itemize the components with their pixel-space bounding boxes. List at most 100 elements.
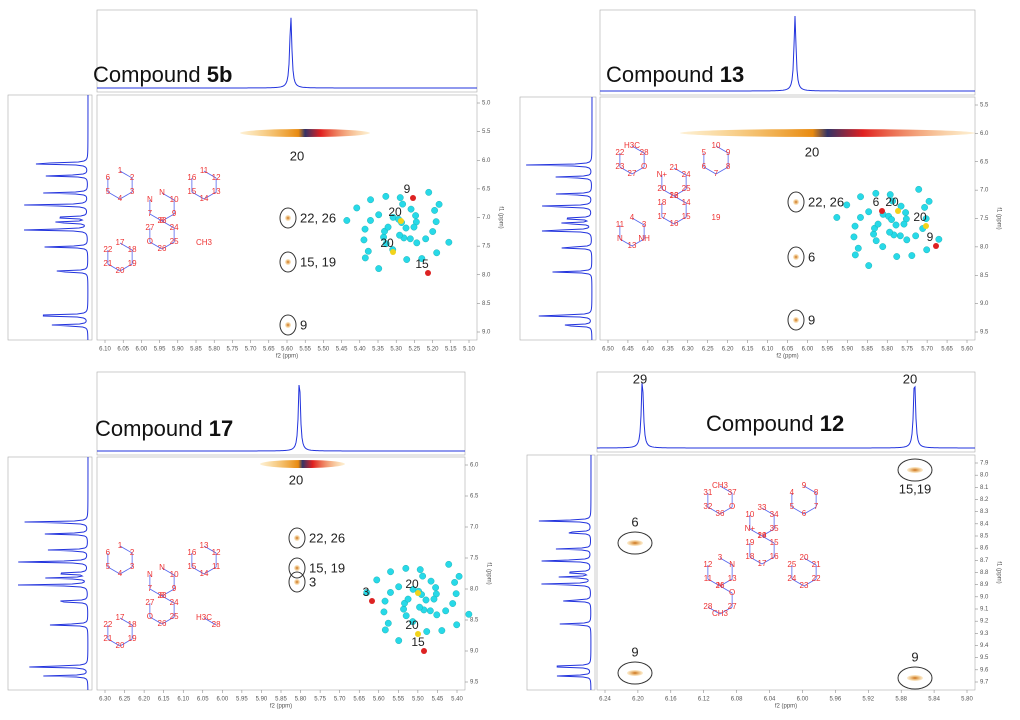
bond (707, 506, 721, 515)
y-tick-label: 6.0 (470, 463, 479, 469)
x-axis-label: f2 (ppm) (276, 354, 298, 360)
x-tick-label: 5.45 (336, 347, 348, 353)
atom-label: 20 (657, 184, 666, 193)
x-tick-label: 5.70 (921, 347, 933, 353)
highlight-atom (398, 218, 404, 224)
y-tick-label: 8.5 (980, 534, 989, 540)
x-tick-label: 6.45 (622, 347, 634, 353)
atom-ball (384, 619, 392, 627)
y-tick-label: 9.0 (980, 301, 989, 307)
atom-label: 14 (200, 194, 209, 203)
peak-circle (617, 661, 653, 685)
atom-label: 26 (158, 619, 167, 628)
atom-ball (422, 235, 430, 243)
highlight-atom (390, 249, 396, 255)
peak-circle (897, 458, 933, 482)
atom-ball (402, 224, 410, 232)
bond (761, 556, 775, 565)
bond (119, 170, 133, 179)
peak-circle (288, 527, 306, 549)
atom-label: 3 (642, 220, 647, 229)
atom-ball (363, 589, 371, 596)
atom-label: 18 (128, 620, 137, 629)
plot-frame (596, 371, 976, 453)
cross-peak-label: 20 (290, 148, 304, 163)
model-label: 20 (913, 210, 927, 224)
atom-label: 2 (130, 173, 135, 182)
y-tick-label: 8.5 (470, 618, 479, 624)
bond (719, 578, 733, 587)
nmr-panel: Compound 176.30 6.25 6.20 6.15 6.10 6.05 6.00 5… (7, 371, 491, 710)
bond (707, 606, 721, 615)
y-tick-label: 9.1 (980, 607, 989, 613)
peak-circle (617, 531, 653, 555)
atom-label: N (159, 563, 165, 572)
atom-label: 24 (170, 598, 179, 607)
atom-label: 6 (106, 173, 111, 182)
atom-label: 26 (158, 244, 167, 253)
atom-label: 19 (128, 634, 137, 643)
model-label: 6 (873, 195, 880, 209)
x-tick-label: 6.05 (782, 347, 794, 353)
x-tick-label: 6.00 (216, 697, 228, 703)
plot-frame (96, 9, 478, 93)
atom-label: 11 (616, 220, 625, 229)
peak-label: 15, 19 (300, 254, 336, 269)
atom-label: 18 (128, 245, 137, 254)
atom-ball (430, 595, 438, 603)
atom-label: 5 (106, 187, 111, 196)
atom-label: 7 (714, 169, 719, 178)
peak (285, 259, 291, 265)
y-tick-label: 6.0 (482, 158, 491, 164)
atom-label: 10 (170, 570, 179, 579)
bond (107, 566, 121, 575)
highlight-atom (933, 243, 939, 249)
atom-ball (857, 193, 864, 201)
y-tick-label: 9.4 (980, 643, 989, 649)
y-tick-label: 5.0 (482, 101, 491, 107)
atom-ball (409, 618, 417, 626)
atom-label: 14 (682, 198, 691, 207)
peak-label: 9 (911, 649, 918, 664)
model-label: 20 (388, 205, 402, 219)
nmr-panel: Compound 12 6.24 6.20 6.16 6.12 6.08 6.04 6.00 5… (526, 371, 1001, 710)
atom-ball (453, 621, 461, 629)
x-tick-label: 6.16 (665, 697, 677, 703)
atom-ball (886, 228, 893, 236)
atom-label: N (729, 560, 735, 569)
atom-label: 5 (790, 502, 795, 511)
y-tick-label: 8.0 (482, 272, 491, 278)
x-tick-label: 6.24 (599, 697, 611, 703)
atom-label: 3 (130, 187, 135, 196)
atom-label: O (729, 502, 735, 511)
bond (161, 220, 175, 229)
atom-ball (892, 221, 900, 229)
atom-label: O (147, 237, 153, 246)
atom-label: 6 (106, 548, 111, 557)
atom-ball (402, 612, 410, 620)
x-tick-label: 5.35 (372, 347, 384, 353)
y-tick-label: 9.3 (980, 631, 989, 637)
atom-ball (833, 214, 841, 221)
atom-label: N (159, 188, 165, 197)
peak-label: 15,19 (899, 481, 932, 496)
y-tick-label: 7.9 (980, 461, 989, 467)
atom-ball (851, 251, 859, 259)
compound-id: 17 (209, 416, 233, 441)
atom-label: 23 (158, 591, 167, 600)
atom-label: 33 (758, 503, 767, 512)
peak-circle (279, 207, 297, 229)
atom-label: 2 (130, 548, 135, 557)
peak-circle (787, 309, 805, 331)
atom-label: 6 (802, 509, 807, 518)
atom-ball (431, 207, 438, 214)
peak-circle (787, 191, 805, 213)
x-tick-label: 5.85 (861, 347, 873, 353)
atom-label: 13 (200, 541, 209, 550)
highlight-atom (895, 208, 901, 214)
plot-frame (599, 9, 976, 96)
x-tick-label: 6.05 (197, 697, 209, 703)
atom-ball (925, 197, 933, 205)
bond (761, 507, 775, 516)
atom-label: 4 (118, 194, 123, 203)
